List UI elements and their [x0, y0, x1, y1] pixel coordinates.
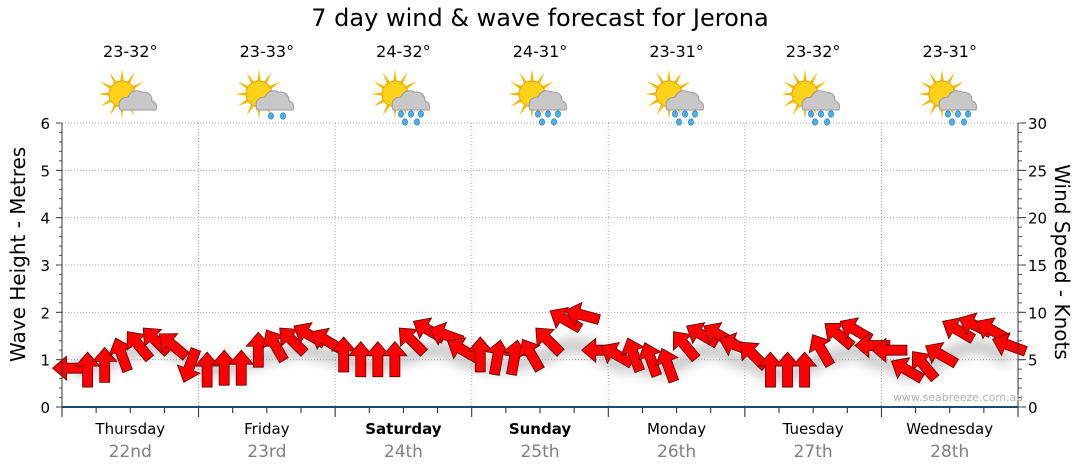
rain-drop [675, 118, 682, 126]
sun-cloud-rain-icon [646, 70, 704, 126]
left-tick-label: 5 [40, 162, 50, 180]
day-label: Saturday [365, 420, 442, 438]
left-tick-label: 6 [40, 115, 50, 133]
wind-arrow [176, 347, 202, 383]
wind-arrow [158, 333, 190, 361]
left-tick-label: 4 [40, 210, 50, 228]
day-label: Monday [646, 420, 707, 438]
wind-arrow [871, 337, 908, 364]
rain-drop [944, 110, 951, 118]
rain-drop [954, 110, 961, 118]
date-label: 26th [657, 442, 697, 462]
right-tick-label: 10 [1028, 304, 1047, 322]
day-label: Thursday [95, 420, 166, 438]
sun-cloud-rain-icon [373, 70, 431, 126]
rain-drop [398, 110, 405, 118]
rain-drop [824, 118, 831, 126]
rain-drop [828, 110, 835, 118]
wind-arrow [564, 301, 601, 327]
rain-drop [551, 118, 557, 126]
rain-drop [279, 112, 286, 120]
wind-arrow [654, 347, 680, 384]
wind-arrow [808, 334, 836, 368]
chart-title: 7 day wind & wave forecast for Jerona [311, 4, 769, 32]
rain-drop [539, 118, 545, 126]
rain-drop [555, 110, 561, 118]
day-temp-range: 23-32° [103, 42, 158, 61]
right-tick-label: 0 [1028, 399, 1038, 417]
rain-drop [681, 110, 688, 118]
rain-drop [402, 118, 409, 126]
date-label: 27th [793, 442, 833, 462]
right-tick-label: 20 [1028, 210, 1047, 228]
wind-arrow [382, 341, 408, 378]
right-tick-label: 5 [1028, 352, 1038, 370]
sun-cloud-rain-icon [919, 70, 977, 126]
day-temp-range: 23-32° [785, 42, 841, 61]
right-tick-label: 15 [1028, 257, 1047, 275]
rain-drop [964, 110, 971, 118]
wind-arrow [535, 327, 565, 357]
left-tick-label: 3 [40, 257, 50, 275]
date-label: 23rd [247, 442, 287, 462]
left-tick-label: 2 [40, 304, 50, 322]
rain-drop [691, 110, 698, 118]
left-tick-label: 0 [40, 399, 50, 417]
day-temp-range: 24-32° [376, 42, 431, 61]
wind-arrow [925, 341, 959, 369]
wind-arrow [194, 351, 220, 388]
sun-cloud-icon [100, 70, 158, 119]
rain-drop [408, 110, 415, 118]
date-label: 22nd [108, 442, 152, 462]
wind-arrow [91, 346, 118, 383]
day-temp-range: 23-31° [649, 42, 704, 61]
wind-arrow [791, 351, 818, 388]
wind-arrow [890, 357, 925, 384]
sun-cloud-light-rain-icon [236, 70, 294, 120]
date-label: 24th [383, 442, 423, 462]
rain-drop [687, 118, 694, 126]
rain-drop [414, 118, 421, 126]
rain-drop [812, 118, 819, 126]
sun-cloud-rain-icon [510, 70, 567, 126]
wind-arrow [228, 349, 255, 386]
wind-arrow [549, 306, 584, 334]
rain-drop [267, 112, 274, 120]
rain-drop [808, 110, 815, 118]
rain-drop [948, 118, 955, 126]
left-tick-label: 1 [40, 352, 50, 370]
day-label: Friday [244, 420, 290, 438]
date-label: 28th [930, 442, 970, 462]
rain-drop [960, 118, 967, 126]
rain-drop [418, 110, 425, 118]
wind-arrow [485, 339, 511, 376]
wind-arrow [637, 342, 662, 378]
day-label: Tuesday [782, 420, 844, 438]
rain-drop [671, 110, 678, 118]
date-label: 25th [520, 442, 560, 462]
day-temp-range: 23-31° [922, 42, 977, 61]
sun-cloud-rain-icon [783, 70, 841, 126]
day-temp-range: 23-33° [239, 42, 295, 61]
rain-drop [545, 110, 551, 118]
right-tick-label: 25 [1028, 162, 1047, 180]
day-label: Sunday [508, 420, 572, 438]
rain-drop [535, 110, 541, 118]
day-label: Wednesday [906, 420, 994, 438]
wind-arrow [518, 338, 545, 373]
watermark: www.seabreeze.com.au [893, 391, 1024, 404]
day-temp-range: 24-31° [512, 42, 568, 61]
rain-drop [818, 110, 825, 118]
right-tick-label: 30 [1028, 115, 1047, 133]
